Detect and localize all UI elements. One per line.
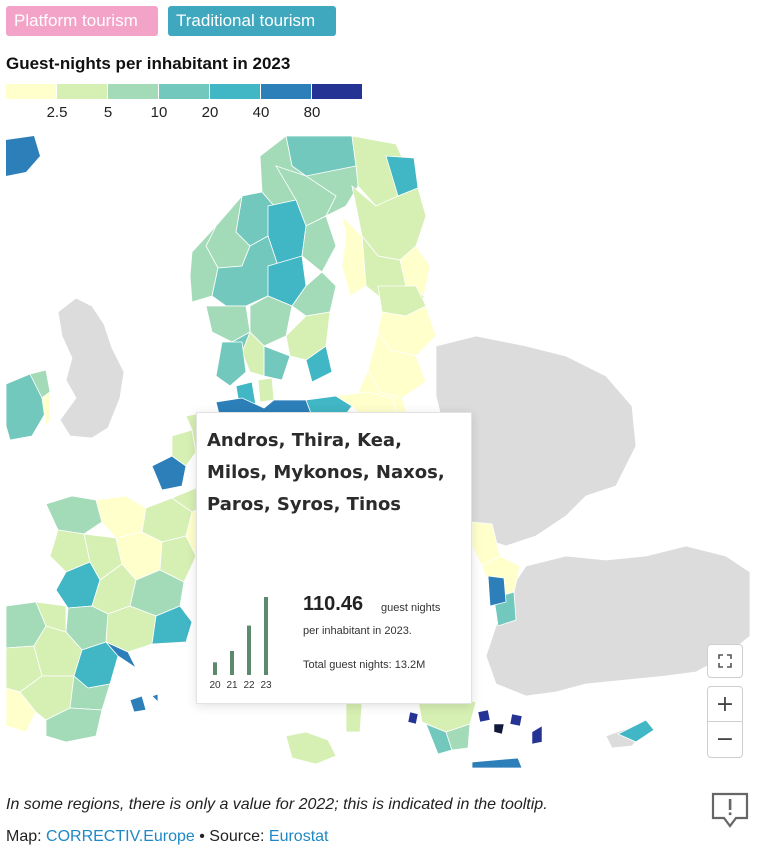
aegean-islands[interactable]	[407, 709, 543, 745]
france-regions	[45, 487, 213, 653]
tooltip-value: 110.46	[303, 593, 364, 615]
legend-swatch	[108, 84, 159, 99]
bar-22	[247, 625, 251, 675]
bar-23	[264, 597, 268, 675]
feedback-icon[interactable]	[710, 790, 750, 830]
tooltip-total-guest-nights: Total guest nights: 13.2M	[303, 659, 426, 671]
footnote: In some regions, there is only a value f…	[6, 796, 548, 813]
bar-label-23: 23	[260, 680, 272, 691]
bar-label-21: 21	[226, 680, 238, 691]
correctiv-link[interactable]: CORRECTIV.Europe	[46, 828, 195, 845]
tooltip-region-name: Andros, Thira, Kea, Milos, Mykonos, Naxo…	[207, 430, 445, 515]
legend-tick-label: 5	[103, 104, 113, 121]
bar-20	[213, 662, 217, 675]
iberia-regions	[6, 601, 159, 743]
ireland-regions	[6, 369, 51, 441]
legend-swatch	[312, 84, 363, 99]
fullscreen-button[interactable]	[707, 644, 743, 678]
platform-tourism-tab[interactable]: Platform tourism	[6, 6, 158, 36]
legend-swatch	[57, 84, 108, 99]
legend-tick-labels: 2.5 5 10 20 40 80	[0, 104, 380, 124]
credits: Map: CORRECTIV.Europe • Source: Eurostat	[6, 828, 328, 846]
tooltip-value-unit: guest nights	[381, 602, 441, 614]
europe-choropleth-map[interactable]	[6, 136, 750, 768]
tooltip-value-description: per inhabitant in 2023.	[303, 625, 412, 637]
bar-21	[230, 650, 234, 675]
legend-title: Guest-nights per inhabitant in 2023	[6, 54, 291, 73]
no-data-regions	[57, 297, 750, 749]
bar-label-22: 22	[243, 680, 255, 691]
map-credit-prefix: Map:	[6, 828, 47, 845]
legend-swatch	[159, 84, 210, 99]
zoom-out-button[interactable]: −	[715, 727, 735, 752]
legend-swatch	[6, 84, 57, 99]
legend-tick-label: 10	[150, 104, 168, 121]
legend-swatch	[210, 84, 261, 99]
eurostat-link[interactable]: Eurostat	[268, 828, 329, 845]
legend-tick-label: 40	[252, 104, 270, 121]
yearly-trend-bar-chart: 20 21 22 23	[209, 597, 272, 691]
fullscreen-icon	[718, 654, 732, 668]
zoom-in-button[interactable]: +	[708, 687, 742, 723]
legend-color-scale	[6, 84, 363, 99]
legend-tick-label: 80	[303, 104, 321, 121]
iceland-region	[6, 136, 40, 176]
legend-swatch	[261, 84, 312, 99]
legend-tick-label: 2.5	[46, 104, 68, 121]
traditional-tourism-tab[interactable]: Traditional tourism	[168, 6, 336, 36]
bar-label-20: 20	[209, 680, 221, 691]
zoom-controls: + −	[707, 686, 743, 758]
source-separator: • Source:	[194, 828, 269, 845]
legend-tick-label: 20	[201, 104, 219, 121]
region-tooltip: Andros, Thira, Kea, Milos, Mykonos, Naxo…	[196, 412, 472, 704]
italy-balkan-regions	[285, 521, 655, 768]
scandinavia-regions	[189, 136, 419, 383]
